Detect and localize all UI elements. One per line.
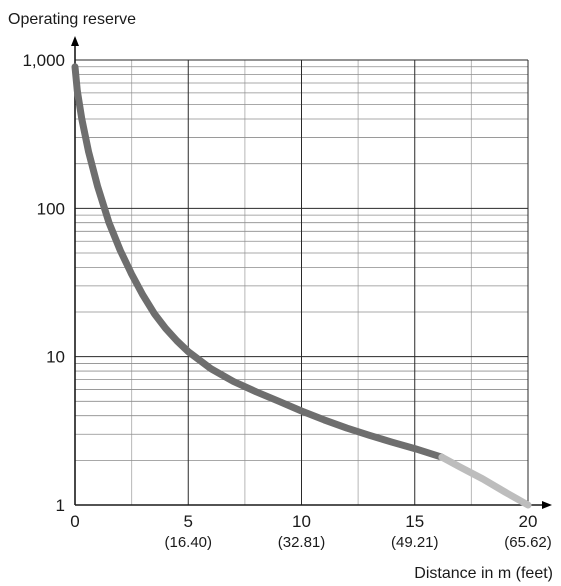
- x-tick-label: 15: [405, 512, 424, 531]
- y-tick-label: 100: [37, 199, 65, 218]
- y-tick-label: 1: [56, 496, 65, 515]
- x-tick-label: 20: [519, 512, 538, 531]
- series-line-0: [71, 63, 446, 461]
- y-axis-title: Operating reserve: [8, 11, 136, 28]
- x-tick-sublabel: (49.21): [391, 534, 439, 551]
- grid: [75, 59, 529, 505]
- x-tick-sublabel: (32.81): [278, 534, 326, 551]
- series-line-1: [438, 453, 532, 509]
- y-tick-label: 10: [46, 348, 65, 367]
- x-tick-label: 10: [292, 512, 311, 531]
- x-axis-arrow: [542, 501, 552, 509]
- x-axis-title: Distance in m (feet): [414, 565, 553, 582]
- y-axis-arrow: [71, 36, 79, 46]
- x-tick-label: 5: [184, 512, 193, 531]
- tick-labels: 0 5 (16.40) 10 (32.81) 15 (49.21) 20 (65.62) 1 10 1…: [22, 51, 551, 551]
- axes: [71, 36, 552, 509]
- series-group: [71, 63, 532, 509]
- y-tick-label: 1,000: [22, 51, 65, 70]
- x-tick-sublabel: (16.40): [164, 534, 212, 551]
- x-tick-label: 0: [70, 512, 79, 531]
- x-tick-sublabel: (65.62): [504, 534, 552, 551]
